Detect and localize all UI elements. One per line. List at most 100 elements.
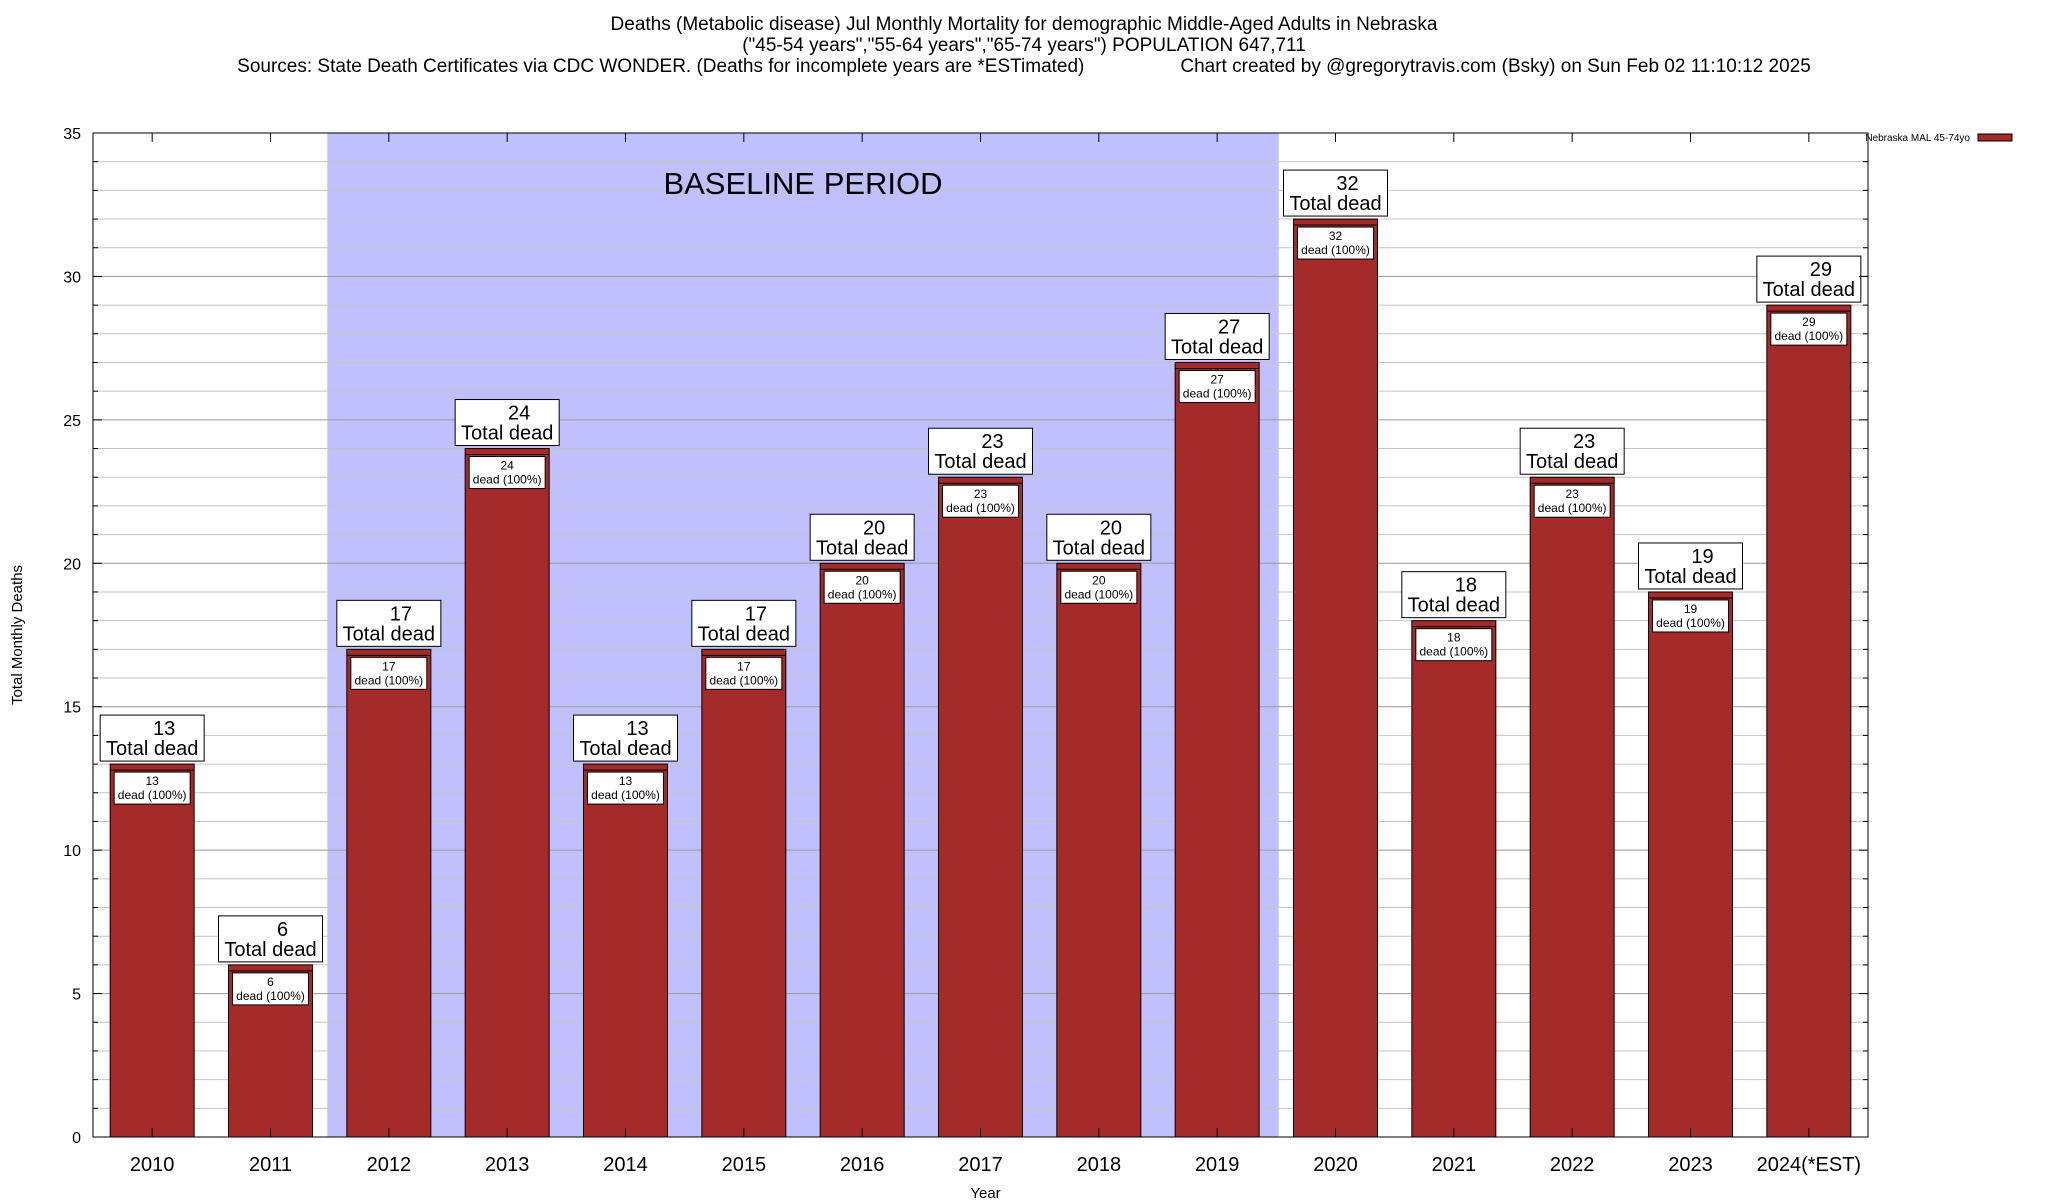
bar-inner-value: 20 [855, 573, 869, 587]
bar-inner-label-box [823, 570, 901, 604]
bar-total-value: 6 [277, 919, 288, 941]
bar-total-value: 20 [1100, 517, 1122, 539]
bar-inner-label-box [232, 972, 309, 1006]
bar-total-label: Total dead [343, 623, 435, 645]
bar-inner-label-box [1533, 484, 1611, 518]
bar-total-label: Total dead [1053, 537, 1145, 559]
x-tick-label: 2017 [958, 1154, 1003, 1176]
y-axis-label: Total Monthly Deaths [9, 565, 26, 705]
bar-total-value: 23 [1573, 431, 1595, 453]
baseline-period-label: BASELINE PERIOD [663, 166, 942, 201]
bar-total-label: Total dead [816, 537, 908, 559]
x-tick-label: 2012 [367, 1154, 412, 1176]
bar-total-label-box [1046, 513, 1152, 561]
bar-inner-label: dead (100%) [1301, 243, 1370, 257]
bar-inner-label: dead (100%) [591, 788, 660, 802]
bar-inner-value: 13 [619, 774, 633, 788]
bar-total-label-box [1638, 542, 1743, 590]
bar-inner-label: dead (100%) [236, 989, 305, 1003]
bar-total-label: Total dead [1526, 451, 1618, 473]
bar-total-value: 17 [745, 603, 767, 625]
x-tick-label: 2024(*EST) [1757, 1154, 1862, 1176]
bar-total-label: Total dead [698, 623, 790, 645]
bar-inner-label: dead (100%) [118, 788, 187, 802]
bar-total-label-box [691, 599, 797, 647]
bar [346, 648, 432, 1138]
chart-title: Deaths (Metabolic disease) Jul Monthly M… [610, 14, 1438, 35]
bar-inner-value: 32 [1329, 229, 1343, 243]
x-tick-label: 2022 [1550, 1154, 1595, 1176]
bar-total-label: Total dead [934, 451, 1026, 473]
bar-inner-label-box [1652, 599, 1729, 633]
x-tick-label: 2016 [840, 1154, 885, 1176]
bar-inner-label-box [942, 484, 1019, 518]
y-tick-label: 25 [63, 413, 81, 430]
bar-inner-label-box [468, 456, 546, 490]
bar [109, 763, 195, 1138]
bar-inner-label-box [1060, 570, 1138, 604]
bar-inner-value: 6 [267, 975, 274, 989]
x-tick-label: 2010 [130, 1154, 175, 1176]
bar-total-label: Total dead [1408, 595, 1500, 617]
bar-total-value: 17 [390, 603, 412, 625]
legend: Nebraska MAL 45-74yo [1865, 133, 2013, 144]
chart-credit: Chart created by @gregorytravis.com (Bsk… [1180, 56, 1811, 77]
bar-total-value: 24 [508, 403, 530, 425]
x-tick-label: 2023 [1668, 1154, 1713, 1176]
bar-total-value: 13 [153, 718, 175, 740]
bar-inner-label-box [1770, 312, 1848, 346]
bar-total-label-box [336, 599, 442, 647]
bar [938, 476, 1023, 1138]
bar-total-label-box [1756, 255, 1862, 303]
y-tick-label: 15 [63, 700, 81, 717]
bar-inner-label-box [350, 656, 428, 690]
bar-inner-label-box [1178, 369, 1256, 403]
bar-total-label-box [1401, 571, 1507, 619]
bar-inner-value: 19 [1684, 602, 1698, 616]
bar-inner-label-box [1415, 628, 1493, 662]
bar [701, 648, 787, 1138]
bar [1766, 304, 1852, 1138]
bar [819, 562, 905, 1138]
bar-total-value: 13 [626, 718, 648, 740]
bar [1411, 620, 1497, 1138]
bar-inner-label: dead (100%) [354, 673, 423, 687]
legend-series-name: Nebraska MAL 45-74yo [1865, 133, 1970, 144]
x-tick-label: 2014 [603, 1154, 648, 1176]
bar-total-label-box [1283, 169, 1388, 217]
bar-inner-label: dead (100%) [1656, 616, 1725, 630]
x-tick-label: 2020 [1313, 1154, 1358, 1176]
bar-inner-value: 18 [1447, 631, 1461, 645]
bar-total-label-box [1519, 427, 1625, 475]
bar-inner-value: 23 [1565, 487, 1579, 501]
bar-inner-label: dead (100%) [828, 587, 897, 601]
x-tick-label: 2015 [722, 1154, 767, 1176]
bar-total-label: Total dead [1763, 279, 1855, 301]
bar-total-value: 20 [863, 517, 885, 539]
chart-sources-line: Sources: State Death Certificates via CD… [0, 56, 2048, 77]
bar-inner-value: 17 [382, 659, 396, 673]
bar-inner-value: 23 [974, 487, 988, 501]
chart-sources: Sources: State Death Certificates via CD… [237, 56, 1085, 77]
bar-inner-label: dead (100%) [1774, 329, 1843, 343]
bar-inner-value: 13 [145, 774, 159, 788]
bar-inner-value: 29 [1802, 315, 1816, 329]
bar-inner-label: dead (100%) [946, 501, 1015, 515]
bar-total-label: Total dead [1289, 193, 1381, 215]
bar-inner-value: 27 [1210, 372, 1224, 386]
bar-inner-value: 24 [500, 459, 514, 473]
legend-series-swatch [1977, 133, 2013, 142]
bar-total-value: 18 [1455, 575, 1477, 597]
bar-total-value: 29 [1810, 259, 1832, 281]
bar-inner-label: dead (100%) [1064, 587, 1133, 601]
